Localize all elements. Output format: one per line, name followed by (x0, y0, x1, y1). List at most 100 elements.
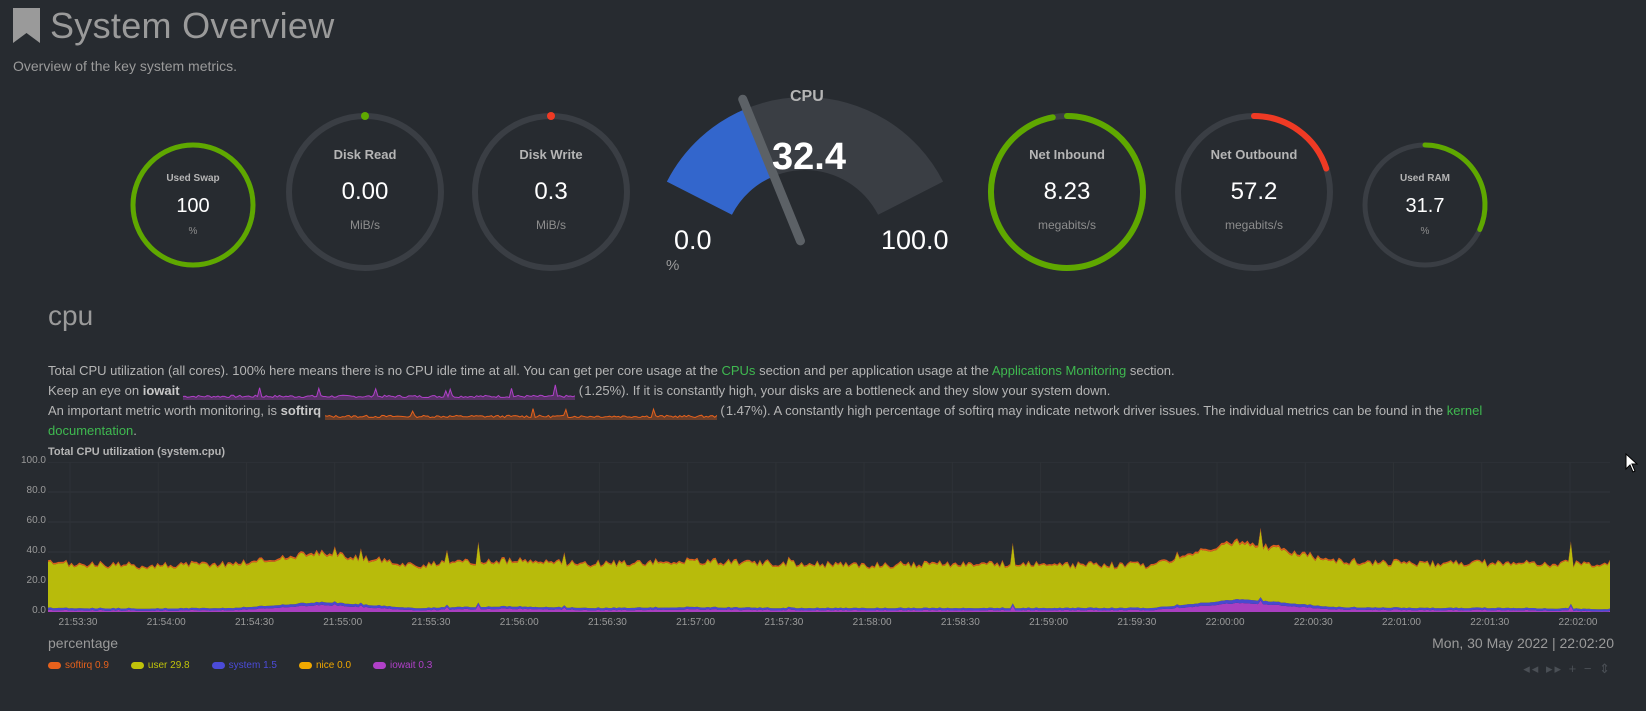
desc-text: section and per application usage at the (759, 363, 989, 378)
zoom-in-icon[interactable]: + (1568, 661, 1579, 676)
gauge-used-swap-ring (130, 142, 256, 268)
gauge-cpu-needle (738, 94, 805, 246)
bookmark-icon (13, 8, 40, 43)
cpu-area-chart[interactable] (48, 462, 1610, 612)
desc-text: . (133, 423, 137, 438)
gauge-fill (988, 113, 1146, 271)
desc-text: An important metric worth monitoring, is (48, 403, 278, 418)
x-tick-label: 22:00:00 (1205, 617, 1245, 628)
x-tick-label: 21:56:00 (499, 617, 539, 628)
x-tick-label: 21:55:30 (411, 617, 451, 628)
x-tick-label: 21:55:00 (323, 617, 363, 628)
legend-swatch (373, 661, 387, 669)
legend-item-nice[interactable]: nice 0.0 (298, 660, 351, 671)
resize-icon[interactable]: ⇕ (1599, 661, 1612, 676)
paren-open: ( (578, 383, 584, 398)
link-applications-monitoring[interactable]: Applications Monitoring (991, 363, 1127, 378)
x-tick-label: 21:53:30 (58, 617, 98, 628)
x-tick-label: 21:59:30 (1117, 617, 1157, 628)
legend-item-softirq[interactable]: softirq 0.9 (48, 660, 109, 671)
gauge-marker (361, 112, 369, 120)
paren-open: ( (720, 403, 725, 418)
gauge-value: 0.3 (534, 178, 568, 205)
zoom-out-icon[interactable]: − (1583, 661, 1594, 676)
gauge-value: 31.7 (1405, 195, 1445, 217)
x-tick-label: 21:57:30 (764, 617, 804, 628)
legend-value: 0.3 (418, 660, 433, 671)
legend-name: iowait (390, 660, 419, 671)
legend-name: softirq (65, 660, 96, 671)
description-line-2: Keep an eye on iowait (1.25%). If it is … (48, 383, 1110, 400)
legend-swatch (48, 661, 61, 669)
link-cpus[interactable]: CPUs (721, 363, 756, 378)
softirq-sparkline[interactable] (324, 404, 717, 420)
gauge-value: 8.23 (1043, 178, 1091, 205)
y-tick-label: 20.0 (26, 575, 46, 586)
legend-item-system[interactable]: system 1.5 (211, 660, 277, 671)
gauge-unit: MiB/s (536, 218, 566, 232)
gauge-unit: megabits/s (1224, 218, 1284, 232)
softirq-percentage: 1.47% (725, 403, 763, 418)
gauge-net-inbound[interactable]: Net Inbound 8.23 megabits/s (985, 110, 1149, 274)
chart-controls: ◂◂ ▸▸ + − ⇕ (1523, 661, 1612, 677)
desc-text: Total CPU utilization (all cores). 100% … (48, 363, 718, 378)
chart-legend: softirq 0.9 user 29.8 system 1.5 nice 0.0 io… (48, 660, 454, 671)
gauge-title: Used Swap (166, 173, 220, 184)
gauge-value: 57.2 (1230, 178, 1278, 205)
link-documentation[interactable]: documentation (48, 423, 134, 438)
y-tick-label: 100.0 (20, 455, 46, 466)
x-tick-label: 21:56:30 (587, 617, 627, 628)
section-title: cpu (48, 300, 94, 331)
page-title: System Overview (50, 5, 335, 46)
gauge-disk-write-ring (472, 112, 630, 271)
desc-text: section. (1129, 363, 1175, 378)
x-tick-label: 22:01:30 (1470, 617, 1510, 628)
gauge-used-ram[interactable]: Used RAM 31.7 % (1360, 140, 1490, 270)
mouse-cursor-icon (1625, 453, 1639, 473)
gauge-value: 0.00 (341, 178, 389, 205)
x-tick-label: 21:58:30 (940, 617, 980, 628)
gauge-net-outbound-ring (1175, 113, 1333, 271)
pan-left-icon[interactable]: ◂◂ (1523, 661, 1541, 676)
sparkline-line (183, 384, 576, 398)
gauge-cpu-title: CPU (790, 88, 824, 105)
sparkline-area (324, 408, 717, 420)
gauge-fill (130, 142, 256, 268)
description-line-3: An important metric worth monitoring, is… (48, 403, 1482, 420)
gauge-cpu-unit: % (666, 257, 680, 274)
legend-swatch (130, 661, 144, 669)
chart-units: percentage (48, 635, 119, 651)
legend-value: 29.8 (170, 660, 190, 671)
link-kernel[interactable]: kernel (1446, 403, 1483, 418)
gauge-cpu-min: 0.0 (674, 225, 712, 255)
pan-right-icon[interactable]: ▸▸ (1545, 661, 1564, 676)
gauge-disk-write[interactable]: Disk Write 0.3 MiB/s (469, 110, 633, 274)
legend-item-iowait[interactable]: iowait 0.3 (373, 660, 432, 671)
y-tick-label: 0.0 (32, 605, 46, 616)
x-tick-label: 22:01:00 (1382, 617, 1421, 628)
gauge-title: Disk Write (519, 147, 583, 162)
series-area-system (48, 597, 1610, 612)
legend-name: user (147, 660, 171, 671)
gauge-unit: % (188, 226, 198, 237)
gauge-net-outbound[interactable]: Net Outbound 57.2 megabits/s (1172, 110, 1336, 274)
gauge-unit: MiB/s (350, 218, 380, 232)
gauge-title: Net Inbound (1029, 147, 1105, 162)
legend-item-user[interactable]: user 29.8 (130, 660, 190, 671)
legend-value: 0.9 (95, 660, 109, 671)
softirq-label: softirq (280, 403, 322, 418)
desc-text: ). A constantly high percentage of softi… (762, 403, 1444, 418)
gauge-used-swap[interactable]: Used Swap 100 % (128, 140, 258, 270)
gauge-cpu-max: 100.0 (881, 225, 949, 255)
gauge-unit: % (1420, 226, 1430, 237)
gauge-cpu-fill (666, 108, 775, 215)
gauge-disk-read[interactable]: Disk Read 0.00 MiB/s (283, 110, 447, 274)
series-area-user (48, 529, 1610, 610)
gauge-used-ram-ring (1362, 142, 1488, 268)
y-tick-label: 40.0 (26, 545, 46, 556)
gauge-cpu[interactable] (655, 80, 955, 280)
iowait-sparkline[interactable] (183, 384, 576, 400)
gauge-disk-read-ring (286, 112, 444, 271)
series-area-iowait (48, 600, 1610, 612)
